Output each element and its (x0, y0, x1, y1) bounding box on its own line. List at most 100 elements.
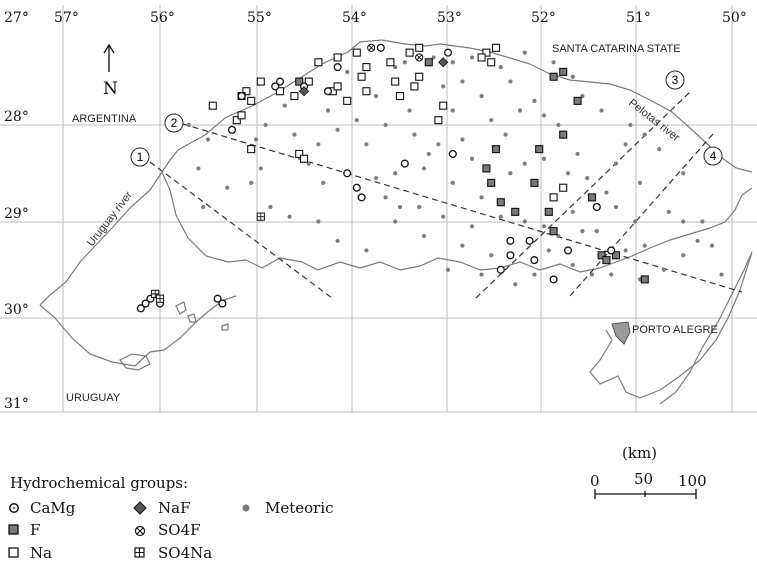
camg-site (376, 43, 385, 52)
na-site (415, 43, 424, 52)
meteoric-site (201, 204, 206, 210)
na-site (491, 43, 501, 52)
na-site (386, 58, 395, 67)
legend-item-naf: NaF (133, 499, 190, 517)
meteoric-site (541, 224, 547, 229)
profile-1-text: 1 (137, 150, 144, 164)
meteoric-site (225, 185, 230, 190)
legend-item-so4na: SO4Na (134, 544, 212, 562)
naf-site (298, 86, 310, 97)
meteoric-site (268, 204, 273, 210)
na-site (391, 77, 400, 86)
meteoric-site (565, 171, 571, 176)
na-site (487, 58, 496, 67)
na-site (439, 101, 448, 110)
meteoric-site (345, 69, 350, 75)
f-site (544, 207, 553, 216)
lat-label-31: 31° (4, 396, 29, 412)
meteoric-site (575, 151, 580, 157)
meteoric-site (412, 132, 417, 137)
so4na-site-plus (257, 213, 265, 221)
meteoric-site (253, 137, 259, 142)
camg-site (525, 236, 534, 245)
f-site (491, 145, 501, 154)
camg-site (607, 246, 616, 255)
meteoric-site (522, 50, 527, 55)
meteoric-site (661, 267, 667, 272)
meteoric-site (700, 219, 705, 224)
na-site (415, 72, 424, 81)
place-names: ARGENTINA URUGUAY SANTA CATARINA STATE P… (66, 43, 718, 404)
f-site (559, 130, 568, 139)
camg-site (275, 77, 285, 86)
na-site (477, 53, 486, 62)
camg-site (271, 82, 280, 91)
na-site (362, 87, 371, 96)
naf-symbol (133, 501, 147, 515)
profile-3-text: 3 (672, 73, 679, 87)
camg-site (496, 265, 505, 274)
porto-alegre-label: PORTO ALEGRE (632, 324, 718, 336)
meteoric-site (695, 238, 700, 243)
meteoric-site (609, 272, 614, 277)
camg-site (333, 63, 342, 72)
meteoric-site (637, 180, 643, 185)
meteoric-site (421, 233, 427, 239)
meteoric-site (397, 204, 403, 210)
f-site (549, 72, 558, 81)
na-site (295, 149, 304, 158)
camg-site (213, 294, 222, 303)
meteoric-site (479, 195, 484, 200)
meteoric-site (417, 204, 422, 210)
meteoric-site (551, 60, 556, 65)
meteoric-site (541, 156, 547, 161)
meteoric-site (402, 60, 407, 65)
lon-label-54: 54° (342, 10, 367, 26)
so4na-site-plus (151, 290, 159, 298)
legend-item-na: Na (8, 544, 52, 562)
latitude-labels: 28° 29° 30° 31° (4, 109, 29, 412)
camg-site (227, 125, 237, 134)
meteoric-site (292, 132, 297, 137)
na-site (232, 116, 241, 125)
na-site (357, 72, 366, 81)
camg-site (443, 48, 453, 57)
meteoric-site (709, 243, 715, 248)
f-site (535, 145, 544, 154)
meteoric-site (364, 142, 369, 147)
na-site (362, 63, 371, 72)
na-symbol (8, 547, 19, 558)
meteoric-site (479, 93, 484, 99)
camg-site (549, 275, 558, 284)
meteoric-site (263, 122, 268, 128)
lat-label-28: 28° (4, 109, 29, 125)
meteoric-site (258, 166, 263, 171)
camg-site (592, 202, 601, 212)
meteoric-site (421, 166, 427, 171)
meteoric-site (719, 272, 724, 277)
na-site (549, 193, 558, 202)
na-site (333, 53, 342, 62)
na-site (395, 92, 405, 101)
meteoric-site (628, 122, 633, 128)
lon-label-57: 57° (54, 10, 79, 26)
na-site (314, 58, 323, 67)
meteoric-site (489, 118, 494, 123)
meteoric-site (498, 65, 503, 70)
na-site (434, 116, 443, 125)
camg-site (141, 299, 150, 308)
na-site (343, 96, 352, 105)
meteoric-site (489, 253, 494, 258)
meteoric-site (450, 60, 455, 65)
camg-site (237, 92, 246, 101)
meteoric-site (570, 209, 575, 214)
legend: Hydrochemical groups: CaMg F Na NaF SO4F… (8, 474, 334, 562)
camg-site (563, 246, 573, 255)
lon-label-53: 53° (437, 10, 462, 26)
legend-item-camg: CaMg (9, 499, 76, 517)
camg-site (357, 193, 366, 202)
camg-site (400, 159, 409, 168)
camg-site (506, 236, 515, 245)
argentina-label: ARGENTINA (72, 113, 137, 125)
camg-site (136, 304, 145, 313)
